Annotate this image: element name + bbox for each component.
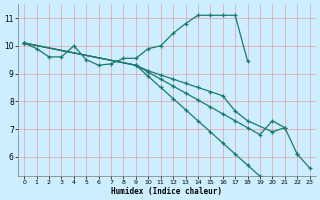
X-axis label: Humidex (Indice chaleur): Humidex (Indice chaleur)	[111, 187, 222, 196]
